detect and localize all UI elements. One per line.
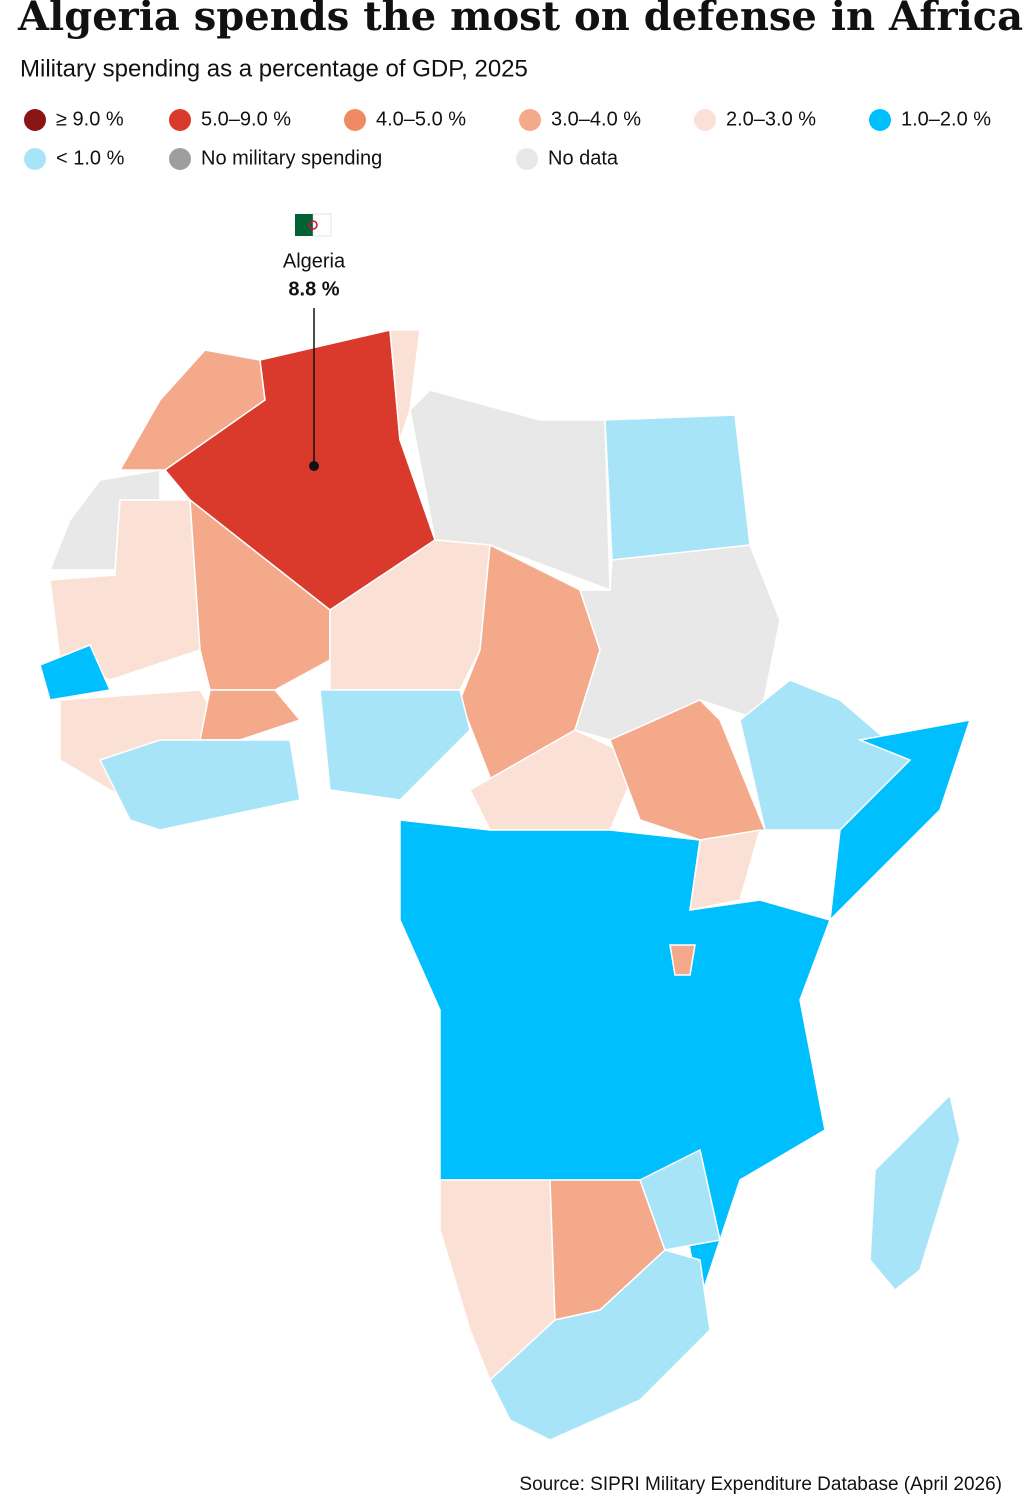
region	[199, 689, 302, 741]
legend-swatch	[24, 109, 46, 131]
legend-label: 4.0–5.0 %	[376, 108, 466, 130]
legend-swatch	[869, 109, 891, 131]
title: Algeria spends the most on defense in Af…	[17, 0, 1023, 40]
source: Source: SIPRI Military Expenditure Datab…	[519, 1474, 1002, 1495]
region	[669, 944, 696, 976]
flag	[295, 214, 313, 236]
region	[469, 729, 641, 831]
legend-label: 1.0–2.0 %	[901, 108, 991, 130]
region	[604, 414, 751, 561]
annotation: Algeria 8.8 %	[283, 213, 346, 471]
region	[319, 689, 471, 801]
region	[489, 1249, 711, 1441]
legend-label: < 1.0 %	[56, 147, 125, 169]
legend-label: No data	[548, 147, 619, 169]
leader-dot	[309, 461, 319, 471]
legend-swatch	[169, 148, 191, 170]
legend-label: No military spending	[201, 147, 382, 169]
legend-swatch	[516, 148, 538, 170]
annotation-value: 8.8 %	[288, 278, 339, 300]
legend-label: 2.0–3.0 %	[726, 108, 816, 130]
flag	[308, 220, 318, 230]
annotation-label: Algeria	[283, 250, 346, 272]
legend-label: ≥ 9.0 %	[56, 108, 124, 130]
legend-swatch	[169, 109, 191, 131]
legend-label: 5.0–9.0 %	[201, 108, 291, 130]
region	[98, 739, 301, 831]
legend-swatch	[519, 109, 541, 131]
region	[639, 1148, 721, 1251]
subtitle: Military spending as a percentage of GDP…	[20, 55, 528, 82]
region	[329, 539, 491, 691]
flag	[312, 213, 332, 237]
legend: ≥ 9.0 % 5.0–9.0 % 4.0–5.0 % 3.0–4.0 % 2.0–3.…	[24, 108, 991, 170]
region	[39, 644, 112, 701]
legend-swatch	[24, 148, 46, 170]
region	[869, 1093, 961, 1292]
map	[39, 329, 972, 1441]
legend-label: 3.0–4.0 %	[551, 108, 641, 130]
legend-swatch	[344, 109, 366, 131]
region	[689, 829, 762, 911]
legend-swatch	[694, 109, 716, 131]
